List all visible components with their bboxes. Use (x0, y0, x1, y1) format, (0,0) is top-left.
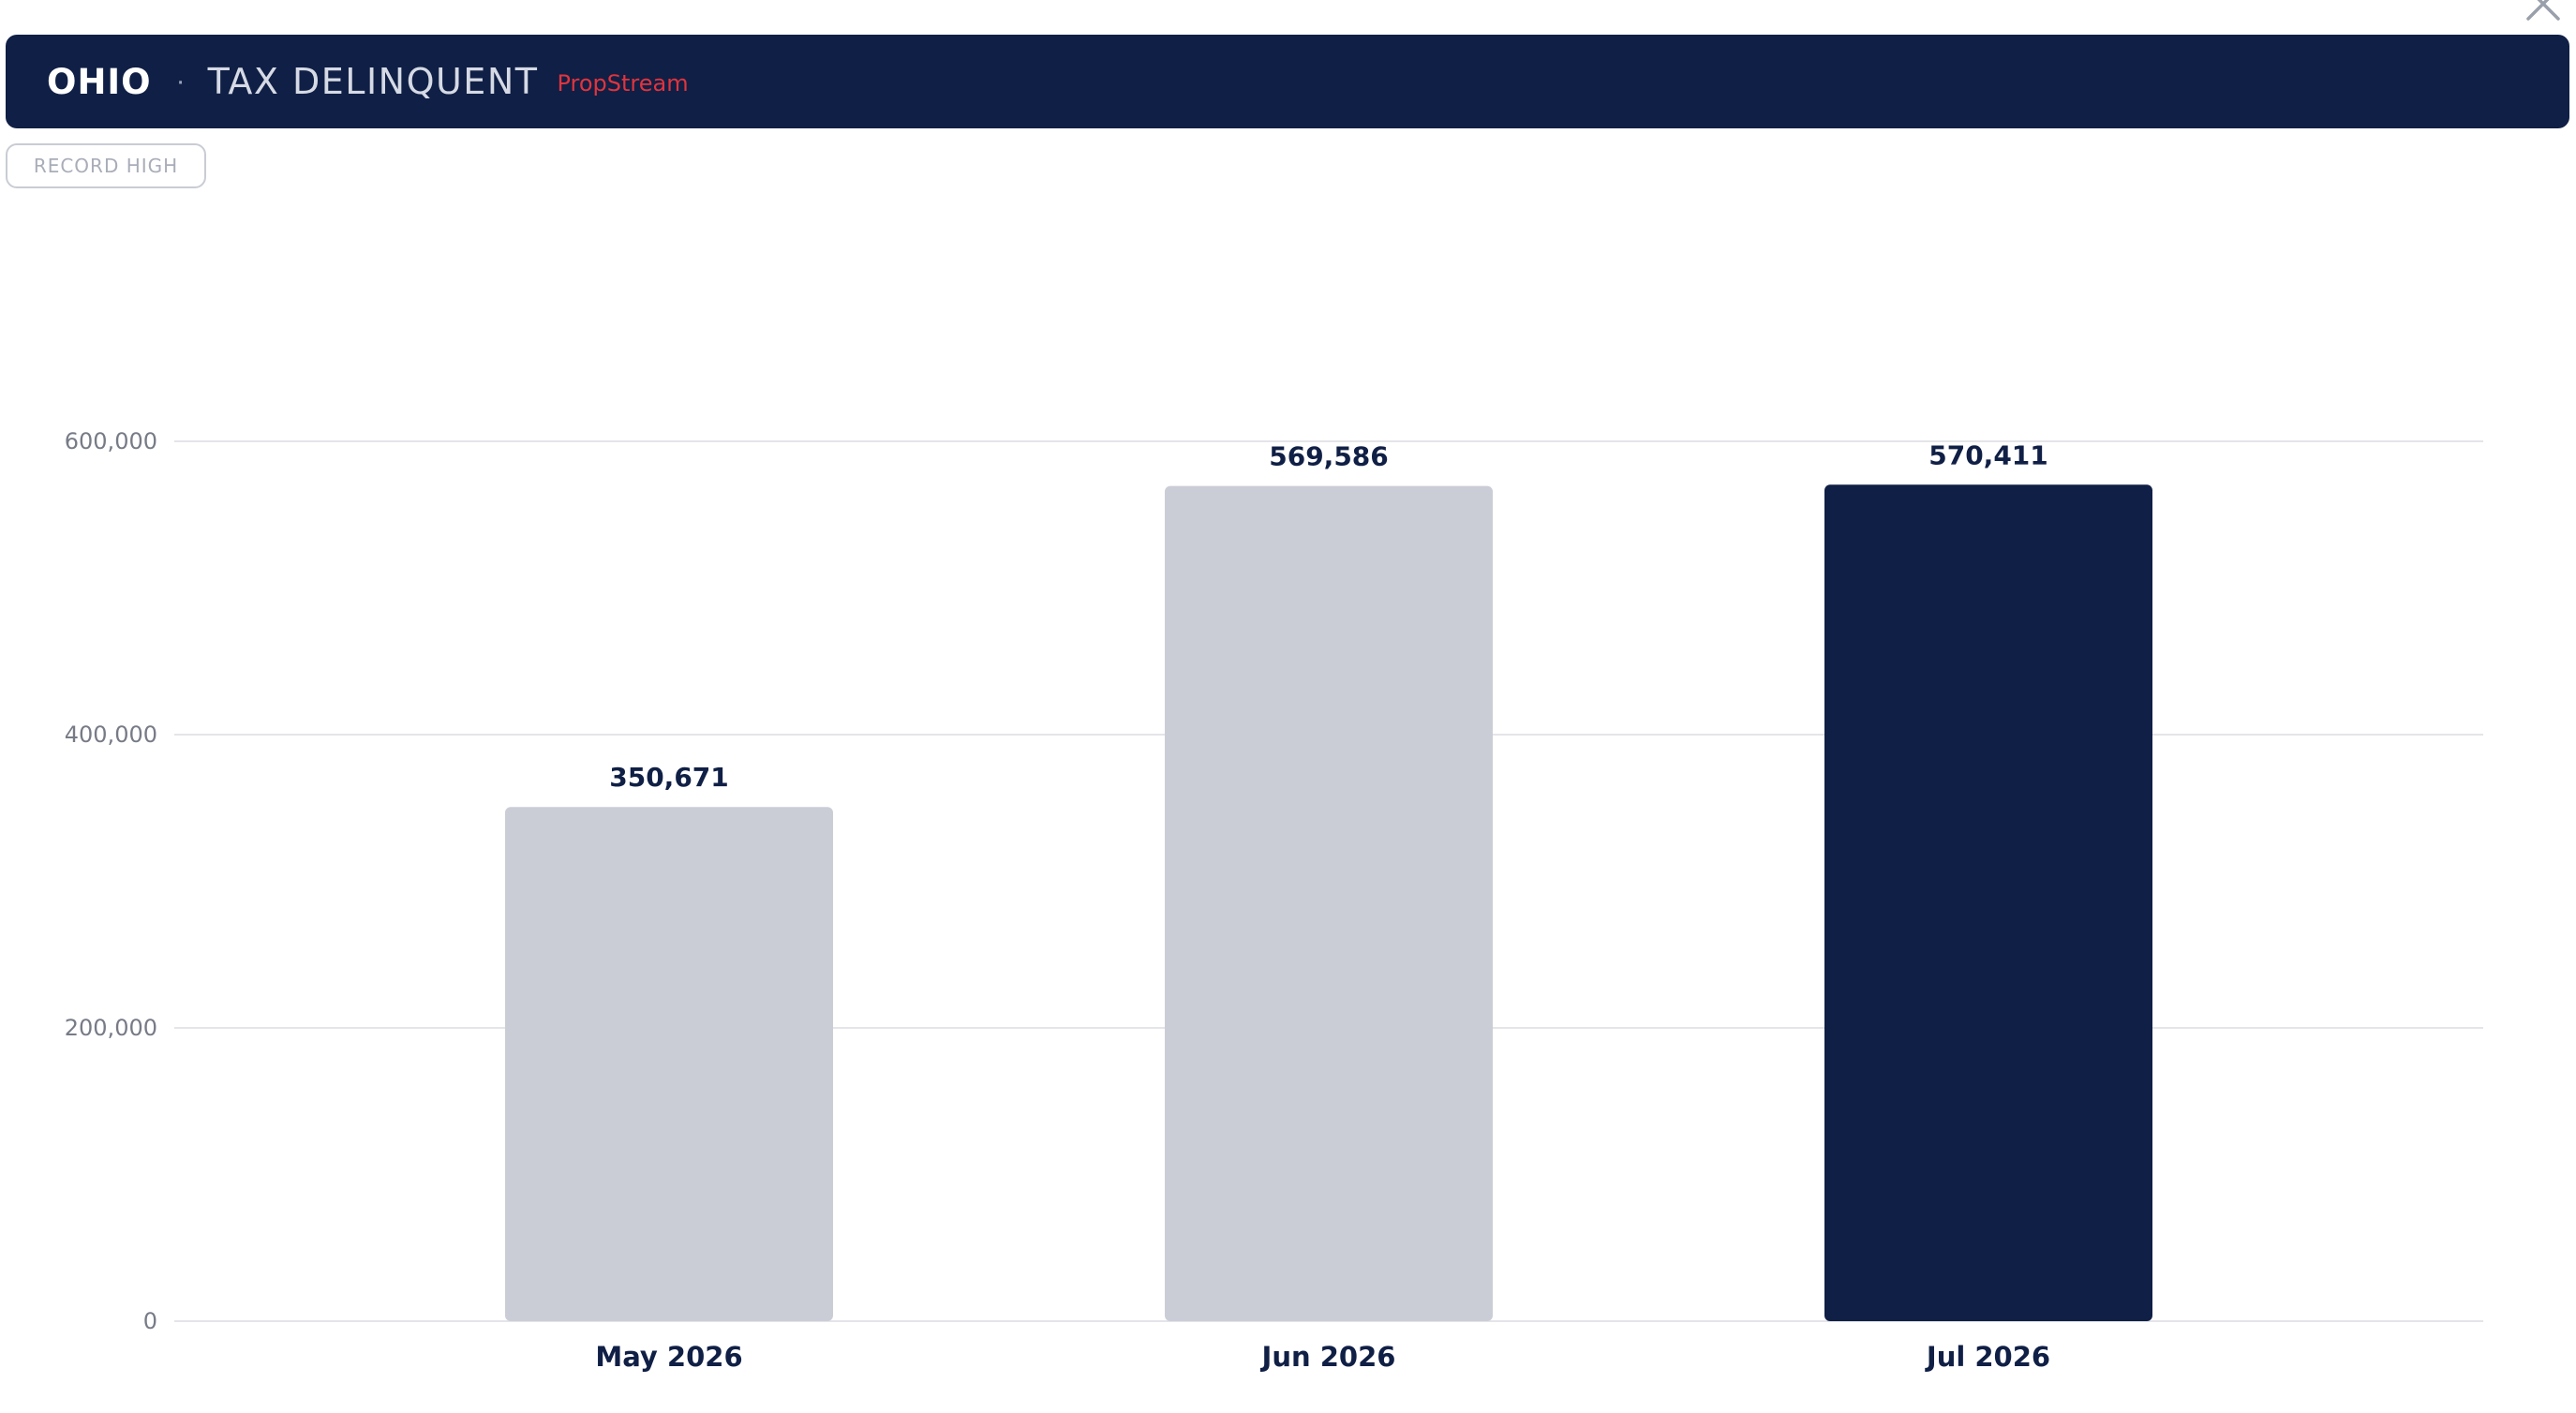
metric-title: TAX DELINQUENT (207, 61, 539, 102)
data-label: 570,411 (1928, 439, 2048, 470)
close-icon (2526, 0, 2560, 21)
x-tick-label: Jun 2026 (1260, 1341, 1396, 1373)
y-tick-label: 200,000 (65, 1015, 157, 1041)
state-name: OHIO (47, 61, 152, 102)
x-axis-ticks: May 2026 Jun 2026 Jul 2026 (595, 1341, 2050, 1373)
data-labels: 350,671 569,586 570,411 (609, 439, 2048, 793)
bar (505, 807, 833, 1321)
y-tick-label: 0 (143, 1308, 157, 1334)
header-separator: · (175, 66, 186, 97)
chart-header: OHIO · TAX DELINQUENT PropStream (6, 35, 2569, 128)
bars (505, 484, 2152, 1321)
bar (1824, 484, 2152, 1321)
close-button[interactable] (2523, 0, 2564, 24)
y-tick-label: 400,000 (65, 721, 157, 748)
data-label: 350,671 (609, 762, 729, 793)
y-axis-ticks: 0 200,000 400,000 600,000 (65, 428, 157, 1334)
bar (1165, 485, 1493, 1321)
record-high-badge: RECORD HIGH (6, 143, 206, 188)
data-label: 569,586 (1269, 441, 1389, 472)
source-label: PropStream (557, 70, 689, 97)
x-tick-label: May 2026 (595, 1341, 742, 1373)
x-tick-label: Jul 2026 (1925, 1341, 2050, 1373)
y-tick-label: 600,000 (65, 428, 157, 454)
